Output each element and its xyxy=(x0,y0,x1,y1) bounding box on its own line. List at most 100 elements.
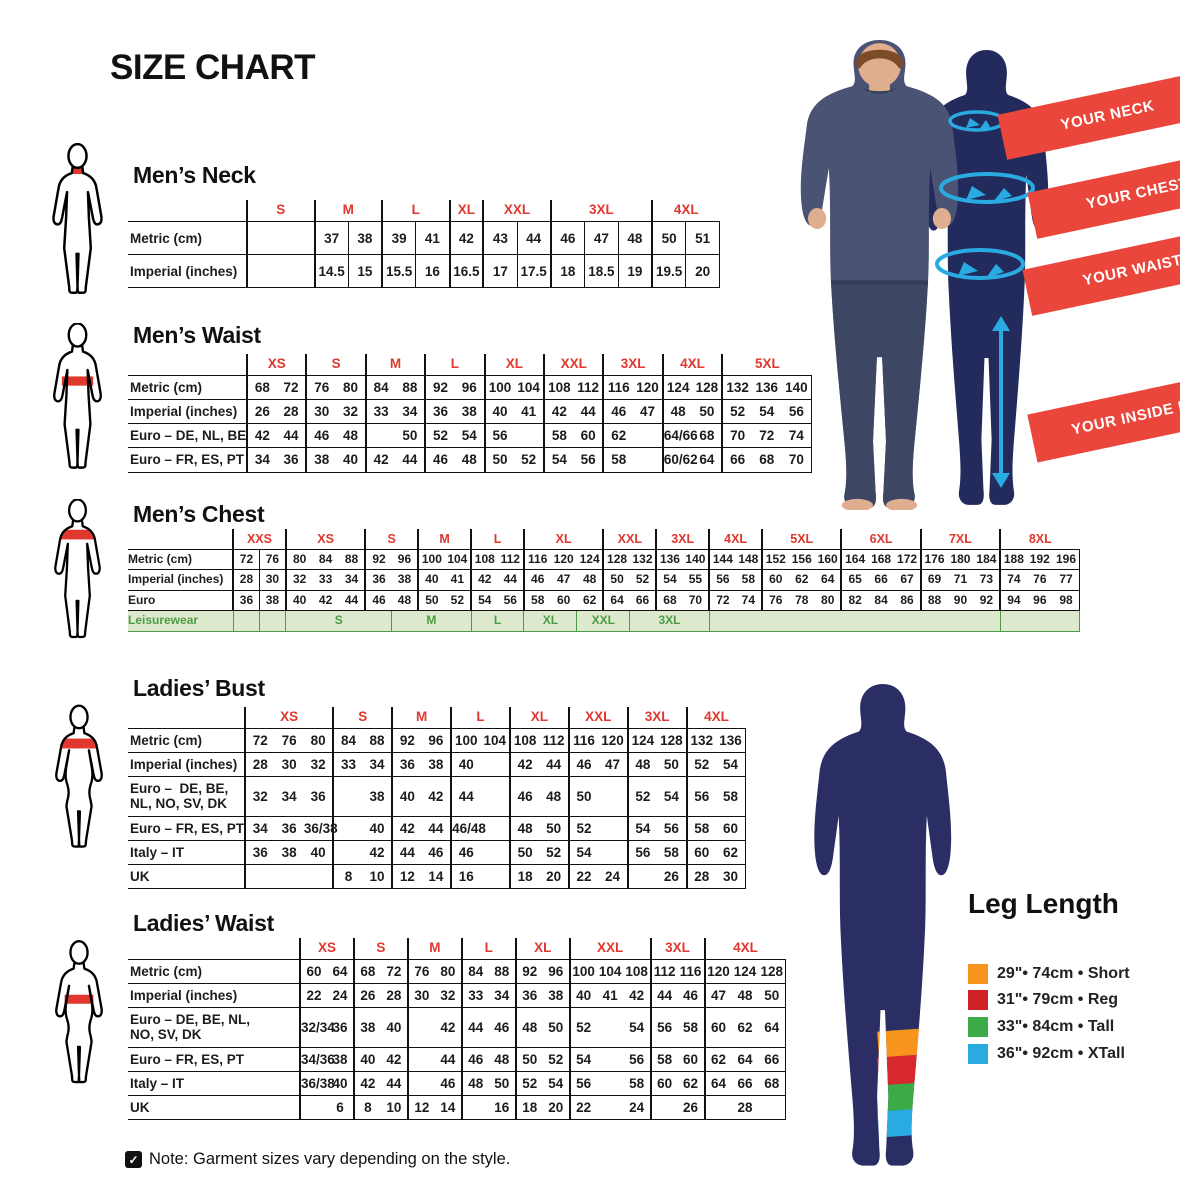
size-cell: 188 xyxy=(999,548,1027,570)
size-cell: 50 xyxy=(657,752,687,777)
size-group-header: XXL xyxy=(602,529,657,550)
size-cell: S xyxy=(285,610,392,632)
size-cell: 108 xyxy=(470,548,498,570)
size-cell: 100 xyxy=(483,375,515,400)
size-cell xyxy=(596,1007,624,1048)
size-cell: 62 xyxy=(703,1046,732,1072)
size-cell: 28 xyxy=(380,983,408,1008)
legend-label: 31"• 79cm • Reg xyxy=(997,991,1119,1008)
size-cell: 172 xyxy=(894,548,921,570)
section-title-ladies-waist: Ladies’ Waist xyxy=(133,910,274,936)
size-group-header: 4XL xyxy=(651,200,720,222)
size-cell: 64 xyxy=(703,1070,732,1096)
size-cell: 50 xyxy=(567,776,599,817)
size-cell: 64 xyxy=(602,589,630,611)
row-label: Imperial (inches) xyxy=(128,983,300,1008)
size-cell: 17 xyxy=(482,254,517,289)
size-cell: 104 xyxy=(514,375,545,400)
size-cell: 50 xyxy=(692,399,723,424)
size-cell: 19 xyxy=(617,254,652,289)
ladies-waist-table-host: XS S M L XL XXL 3XL 4XL Metric (cm) 60 64 68 72 76 80 8… xyxy=(128,938,787,1120)
size-cell: 46 xyxy=(602,399,634,424)
size-cell: 26 xyxy=(352,983,381,1008)
size-cell xyxy=(246,221,315,255)
size-cell: 52 xyxy=(567,815,599,841)
size-group-header: S xyxy=(332,707,393,729)
header-spacer xyxy=(128,707,245,729)
size-cell: 12 xyxy=(406,1094,435,1120)
size-cell: 168 xyxy=(867,548,895,570)
size-cell: 54 xyxy=(626,815,658,841)
size-cell: 51 xyxy=(685,221,720,255)
size-cell: 36 xyxy=(243,839,275,865)
size-cell: 104 xyxy=(596,959,624,984)
size-cell: 64 xyxy=(731,1046,759,1072)
size-cell: 46 xyxy=(364,589,392,611)
size-cell: 62 xyxy=(677,1070,705,1096)
size-cell: 32 xyxy=(243,776,275,817)
size-cell: 72 xyxy=(231,548,260,570)
size-cell: 43 xyxy=(482,221,517,255)
size-cell: 50 xyxy=(651,221,686,255)
size-cell: 64 xyxy=(814,569,842,591)
row-label: Imperial (inches) xyxy=(128,399,247,424)
leg-silhouette xyxy=(814,684,952,1166)
size-cell xyxy=(246,254,315,289)
size-cell: 42 xyxy=(434,1007,462,1048)
size-cell: 10 xyxy=(362,863,393,889)
size-cell: 56 xyxy=(685,776,716,817)
size-cell: 41 xyxy=(415,221,450,255)
size-group-header: XXL xyxy=(482,200,551,222)
size-cell: 44 xyxy=(649,983,678,1008)
size-cell: 48 xyxy=(661,399,693,424)
page-title: SIZE CHART xyxy=(110,48,316,87)
size-cell: 70 xyxy=(721,423,752,448)
size-cell: 47 xyxy=(598,752,628,777)
row-label: Italy – IT xyxy=(128,1070,300,1096)
size-cell: 28 xyxy=(231,569,260,591)
size-cell: 52 xyxy=(568,1007,597,1048)
size-cell: 72 xyxy=(380,959,408,984)
size-cell: 136 xyxy=(716,728,746,753)
size-cell: 56 xyxy=(573,447,604,473)
size-cell: 90 xyxy=(947,589,974,611)
size-cell: 14.5 xyxy=(313,254,349,289)
size-cell: 82 xyxy=(840,589,868,611)
size-cell: 42 xyxy=(508,752,540,777)
row-label: Italy – IT xyxy=(128,839,245,865)
size-cell xyxy=(460,1094,489,1120)
size-cell: 54 xyxy=(751,399,782,424)
size-cell: 40 xyxy=(362,815,393,841)
size-cell: 74 xyxy=(781,423,812,448)
size-cell: 68 xyxy=(751,447,782,473)
size-cell xyxy=(364,423,396,448)
size-cell xyxy=(332,815,363,841)
size-cell: 98 xyxy=(1053,589,1081,611)
size-cell: 94 xyxy=(999,589,1027,611)
size-group-header: 6XL xyxy=(840,529,921,550)
size-cell: 108 xyxy=(623,959,651,984)
size-cell: 44 xyxy=(338,589,366,611)
size-cell: 132 xyxy=(685,728,716,753)
xtall-color-swatch xyxy=(968,1044,988,1064)
size-cell: 48 xyxy=(488,1046,516,1072)
size-cell: 56 xyxy=(626,839,658,865)
size-cell: 36 xyxy=(424,399,455,424)
size-group-header: 3XL xyxy=(655,529,710,550)
header-spacer xyxy=(128,354,247,376)
size-cell: 92 xyxy=(391,728,422,753)
size-cell: 132 xyxy=(629,548,657,570)
size-cell: 47 xyxy=(703,983,732,1008)
size-group-header: XXL xyxy=(543,354,604,376)
size-cell: 46 xyxy=(677,983,705,1008)
size-cell xyxy=(598,815,628,841)
size-cell: 38 xyxy=(258,589,286,611)
row-label: Euro – FR, ES, PT xyxy=(128,815,245,841)
size-cell: 34 xyxy=(243,815,275,841)
size-cell: 54 xyxy=(655,569,683,591)
size-group-header: L xyxy=(381,200,450,222)
size-group-header: 3XL xyxy=(649,938,705,960)
size-group-header: XS xyxy=(284,529,366,550)
size-cell: 156 xyxy=(788,548,815,570)
size-cell: 44 xyxy=(573,399,604,424)
